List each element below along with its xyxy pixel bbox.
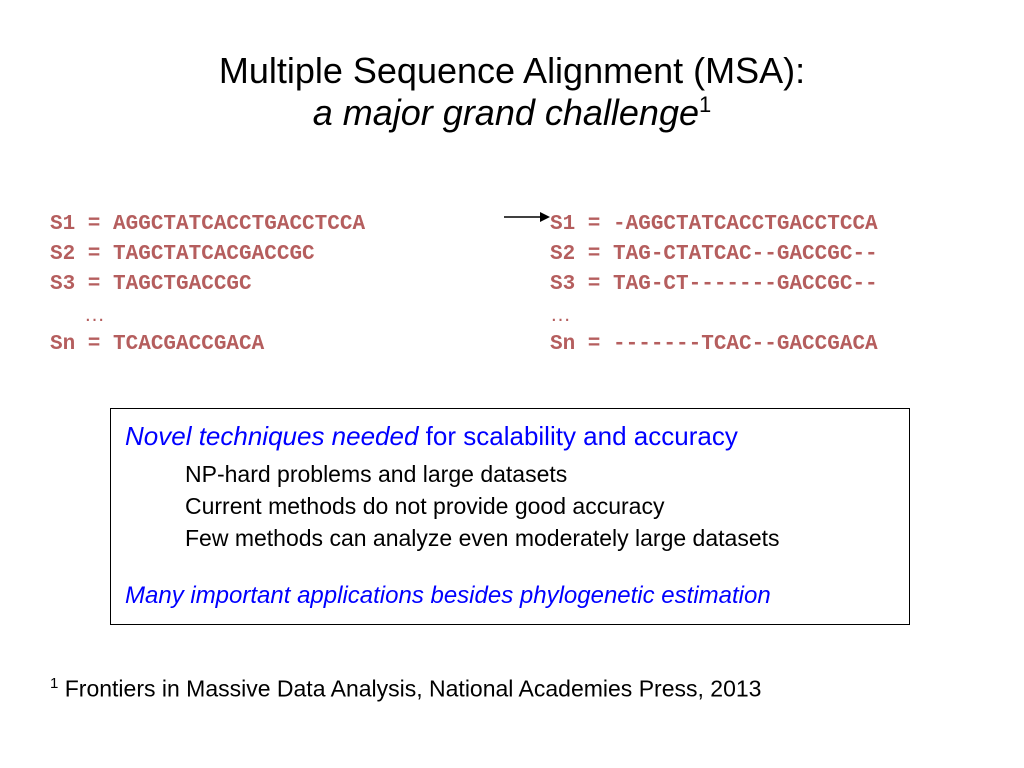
right-arrow-icon <box>504 210 550 229</box>
slide-title: Multiple Sequence Alignment (MSA): a maj… <box>0 0 1024 134</box>
seq-left-s1: S1 = AGGCTATCACCTGACCTCCA <box>50 210 500 240</box>
footnote: 1 Frontiers in Massive Data Analysis, Na… <box>50 675 761 703</box>
sequence-alignment-area: S1 = AGGCTATCACCTGACCTCCA S2 = TAGCTATCA… <box>50 210 974 360</box>
callout-body-line-2: Current methods do not provide good accu… <box>185 490 895 522</box>
footnote-text: Frontiers in Massive Data Analysis, Nati… <box>58 676 761 702</box>
callout-title-rest: for scalability and accuracy <box>418 421 737 451</box>
callout-body-line-1: NP-hard problems and large datasets <box>185 458 895 490</box>
seq-left-ellipsis: … <box>50 300 500 330</box>
title-subtitle: a major grand challenge <box>313 92 699 133</box>
seq-right-s2: S2 = TAG-CTATCAC--GACCGC-- <box>550 240 974 270</box>
callout-box: Novel techniques needed for scalability … <box>110 408 910 625</box>
seq-right-ellipsis: … <box>550 300 974 330</box>
aligned-sequences: S1 = -AGGCTATCACCTGACCTCCA S2 = TAG-CTAT… <box>550 210 974 360</box>
seq-left-s2: S2 = TAGCTATCACGACCGC <box>50 240 500 270</box>
title-line-2: a major grand challenge1 <box>0 92 1024 134</box>
seq-right-s3: S3 = TAG-CT-------GACCGC-- <box>550 270 974 300</box>
seq-right-s1: S1 = -AGGCTATCACCTGACCTCCA <box>550 210 974 240</box>
callout-footer: Many important applications besides phyl… <box>125 582 895 610</box>
title-superscript: 1 <box>699 92 711 117</box>
callout-body: NP-hard problems and large datasets Curr… <box>185 458 895 554</box>
title-line-1: Multiple Sequence Alignment (MSA): <box>0 50 1024 92</box>
seq-left-s3: S3 = TAGCTGACCGC <box>50 270 500 300</box>
seq-left-sn: Sn = TCACGACCGACA <box>50 330 500 360</box>
callout-body-line-3: Few methods can analyze even moderately … <box>185 522 895 554</box>
unaligned-sequences: S1 = AGGCTATCACCTGACCTCCA S2 = TAGCTATCA… <box>50 210 500 360</box>
callout-title-italic: Novel techniques needed <box>125 421 418 451</box>
callout-title: Novel techniques needed for scalability … <box>125 421 895 452</box>
arrow-column <box>500 210 550 237</box>
seq-right-sn: Sn = -------TCAC--GACCGACA <box>550 330 974 360</box>
